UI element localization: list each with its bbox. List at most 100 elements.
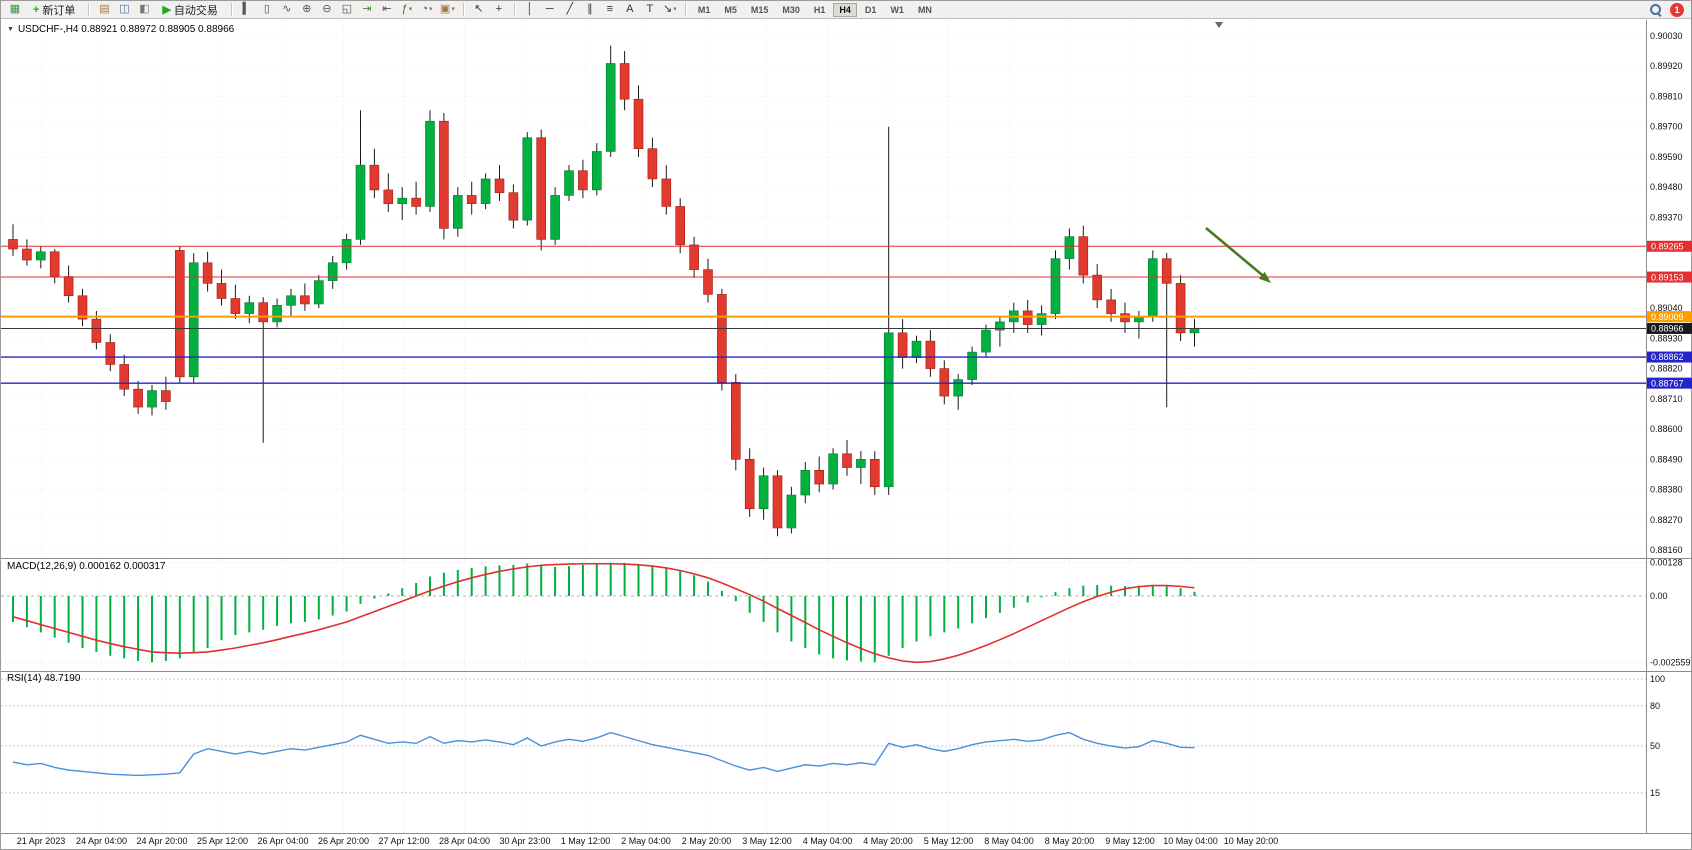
symbol-ohlc-text: USDCHF-,H4 0.88921 0.88972 0.88905 0.889…	[17, 24, 235, 35]
channel-icon[interactable]: ∥	[587, 3, 593, 15]
rsi-axis-label: 50	[1650, 741, 1660, 751]
text-icon[interactable]: A	[626, 3, 634, 15]
macd-signal-line	[12, 562, 1195, 664]
candle-bullish	[828, 453, 838, 485]
toolbar: ▦ + 新订单 ▤ ◫ ◧ ▶ 自动交易 ▍ ▯ ∿ ⊕ ⊖ ◱ ⇥ ⇤ ƒ ▾ ◔ ▾ ▣ ▾ ↖ + │ ─ ╱ ∥ ≡ A T ↘ ▾ M1…	[1, 1, 1691, 19]
indicators-icon[interactable]: ƒ ▾	[401, 3, 413, 15]
chart-shift-icon[interactable]: ⇤	[382, 3, 392, 15]
rsi-indicator-label: RSI(14) 48.7190	[7, 673, 81, 684]
rsi-axis-label: 15	[1650, 788, 1660, 798]
rsi-axis-label: 100	[1650, 674, 1665, 684]
bar-chart-type-icon[interactable]: ▍	[242, 3, 252, 15]
text-label-icon[interactable]: T	[646, 3, 654, 15]
time-axis-label: 1 May 12:00	[561, 836, 611, 846]
candle-bearish	[494, 178, 505, 193]
timeframe-h4-button[interactable]: H4	[833, 2, 857, 17]
price-axis-label: 0.88930	[1650, 333, 1683, 343]
timeframe-m30-button[interactable]: M30	[782, 4, 800, 15]
candle-bullish	[1064, 236, 1075, 259]
dropdown-caret-icon: ▾	[408, 6, 413, 13]
candle-bullish	[35, 251, 46, 261]
candle-bullish	[522, 137, 533, 221]
candle-bearish	[216, 283, 227, 299]
candle-bearish	[439, 120, 449, 229]
candle-bearish	[925, 340, 936, 369]
line-chart-type-icon[interactable]: ∿	[282, 3, 292, 15]
templates-icon[interactable]: ▣ ▾	[439, 3, 455, 15]
time-axis-label: 30 Apr 23:00	[499, 836, 550, 846]
candle-bearish	[814, 469, 825, 485]
price-axis-label: 0.90030	[1650, 31, 1683, 41]
candle-bullish	[967, 351, 977, 380]
time-axis-label: 10 May 04:00	[1163, 836, 1218, 846]
cursor-icon[interactable]: ↖	[474, 3, 484, 15]
timeframe-m5-button[interactable]: M5	[724, 4, 737, 15]
auto-scroll-icon[interactable]: ⇥	[362, 3, 372, 15]
candle-bullish	[327, 262, 338, 281]
navigator-icon[interactable]: ◧	[139, 3, 150, 15]
horizontal-line-icon[interactable]: ─	[545, 3, 554, 15]
candle-bearish	[717, 294, 727, 383]
notification-badge[interactable]: 1	[1670, 2, 1684, 17]
candle-bullish	[452, 195, 463, 229]
price-tag	[1647, 271, 1692, 283]
time-axis-label: 26 Apr 04:00	[257, 836, 308, 846]
dropdown-caret-icon: ▾	[428, 6, 433, 13]
candle-bullish	[911, 340, 922, 358]
timeframe-d1-button[interactable]: D1	[864, 4, 877, 15]
trend-arrow-head-icon[interactable]	[1258, 271, 1271, 283]
price-tag-label: 0.88767	[1651, 378, 1684, 388]
timeframe-w1-button[interactable]: W1	[890, 4, 904, 15]
trendline-icon[interactable]: ╱	[566, 3, 574, 15]
macd-axis-label: -0.002559	[1650, 658, 1691, 668]
autotrade-button[interactable]: ▶ 自动交易	[155, 2, 224, 17]
candle-bullish	[758, 475, 769, 510]
crosshair-icon[interactable]: +	[495, 3, 503, 15]
price-axis-label: 0.88710	[1650, 394, 1683, 404]
price-axis-label: 0.88820	[1650, 364, 1683, 374]
symbol-expander-icon[interactable]: ▼	[7, 26, 14, 33]
charts-grid-icon[interactable]: ▤	[99, 3, 110, 15]
candle-bearish	[647, 148, 658, 180]
zoom-in-icon[interactable]: ⊕	[302, 3, 312, 15]
candle-bullish	[564, 170, 574, 196]
search-icon[interactable]	[1649, 3, 1662, 16]
candle-bearish	[842, 453, 852, 468]
tile-windows-icon[interactable]: ◱	[341, 3, 353, 15]
candle-bullish	[995, 321, 1005, 331]
candle-bearish	[619, 63, 630, 100]
candle-bullish	[1050, 258, 1061, 314]
candle-bearish	[1120, 313, 1130, 323]
candle-bullish	[480, 178, 491, 204]
timeframe-h1-button[interactable]: H1	[813, 4, 826, 15]
new-order-button[interactable]: + 新订单	[26, 2, 82, 17]
price-axis-label: 0.88490	[1650, 454, 1683, 464]
timeframe-m15-button[interactable]: M15	[750, 4, 769, 15]
candle-bullish	[286, 295, 296, 306]
candle-bearish	[633, 98, 644, 149]
candlestick-type-icon[interactable]: ▯	[263, 3, 270, 15]
candle-bullish	[425, 120, 435, 207]
zoom-out-icon[interactable]: ⊖	[322, 3, 332, 15]
new-order-button-label: 新订单	[42, 4, 76, 17]
candle-bearish	[1078, 236, 1089, 276]
time-axis-label: 24 Apr 20:00	[136, 836, 187, 846]
candle-bearish	[8, 239, 18, 250]
chart-shift-marker[interactable]	[1215, 22, 1223, 28]
time-axis-label: 2 May 04:00	[621, 836, 671, 846]
price-tag	[1647, 311, 1692, 323]
timeframe-m1-button[interactable]: M1	[697, 4, 711, 15]
trend-arrow[interactable]	[1205, 227, 1268, 280]
autotrade-icon: ▶	[162, 4, 171, 16]
candle-bearish	[730, 382, 741, 460]
periods-icon[interactable]: ◔ ▾	[421, 3, 433, 15]
fibonacci-icon[interactable]: ≡	[606, 3, 614, 15]
market-watch-icon[interactable]: ◫	[119, 3, 130, 15]
new-chart-icon[interactable]: ▦	[9, 3, 21, 15]
price-axis-label: 0.88160	[1650, 545, 1683, 555]
candle-bullish	[1148, 258, 1158, 317]
vertical-line-icon[interactable]: │	[526, 3, 534, 15]
arrows-icon[interactable]: ↘ ▾	[662, 3, 677, 15]
timeframe-mn-button[interactable]: MN	[917, 4, 932, 15]
